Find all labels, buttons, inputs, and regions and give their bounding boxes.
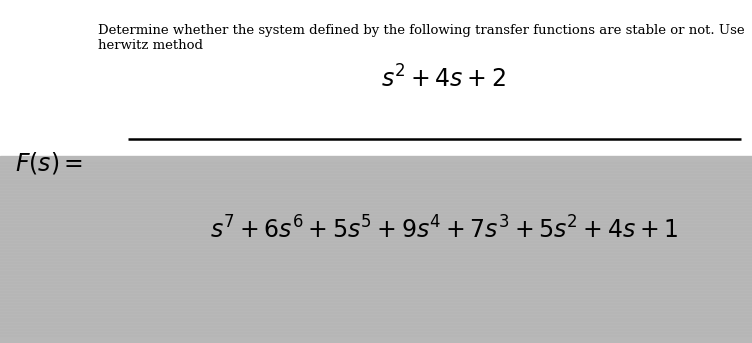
Text: $F(s) =$: $F(s) =$ (15, 150, 83, 176)
Bar (0, 156, 752, 343)
Text: $s^{2}+4s+2$: $s^{2}+4s+2$ (381, 65, 506, 93)
Text: $s^{7}+6s^{6}+5s^{5}+9s^{4}+7s^{3}+5s^{2}+4s+1$: $s^{7}+6s^{6}+5s^{5}+9s^{4}+7s^{3}+5s^{2… (210, 216, 678, 244)
Text: Determine whether the system defined by the following transfer functions are sta: Determine whether the system defined by … (98, 24, 744, 52)
Bar (0, 0, 752, 156)
